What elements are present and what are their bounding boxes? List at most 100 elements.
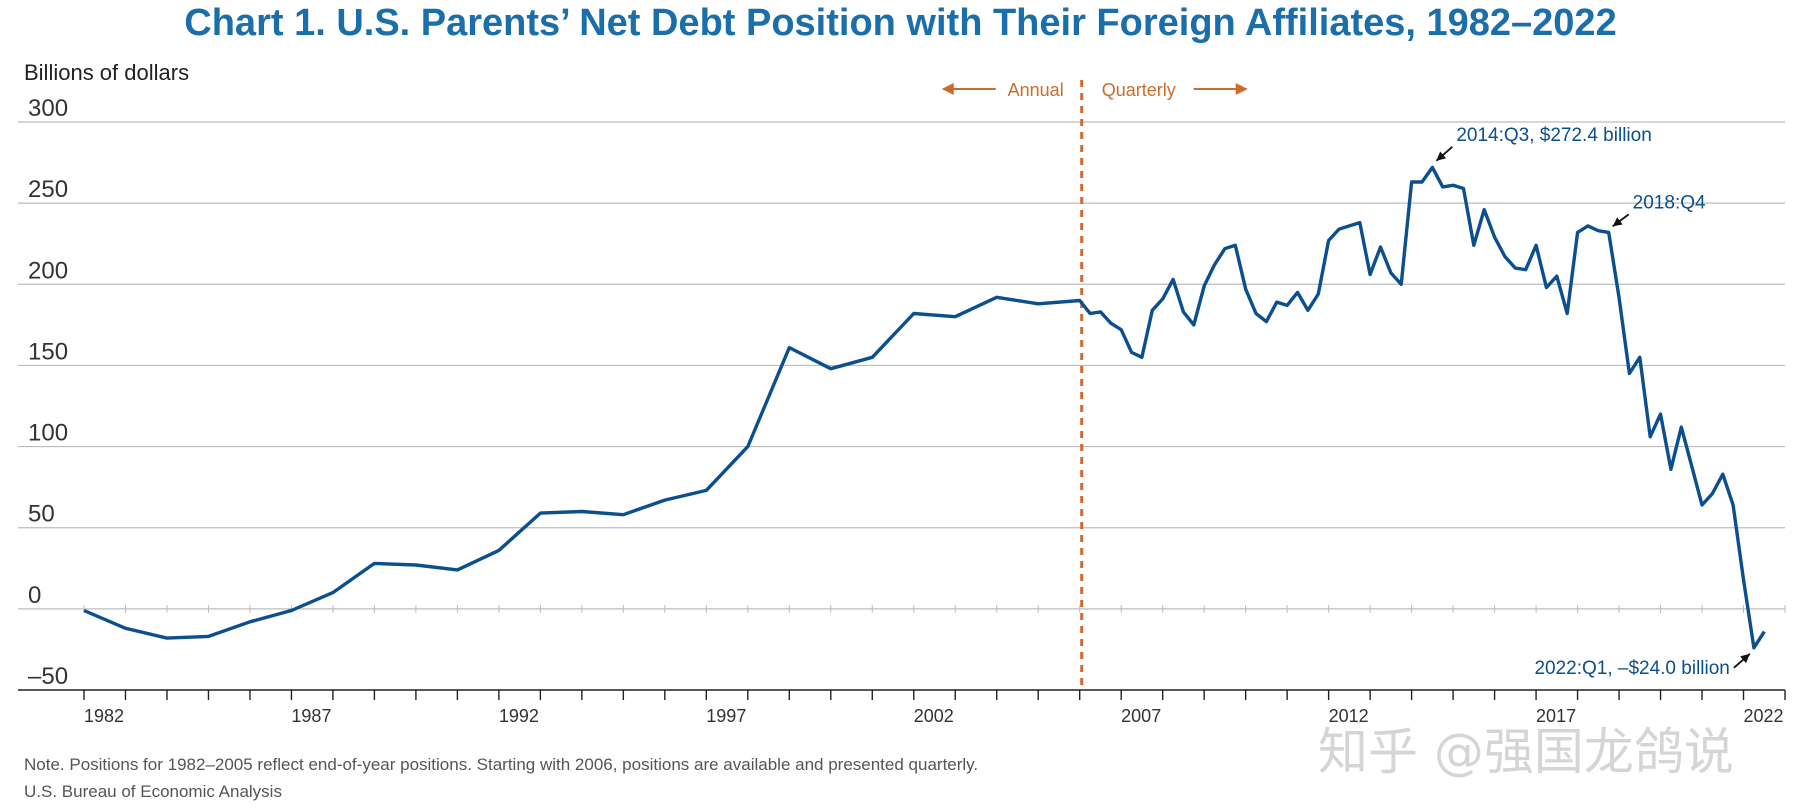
data-point — [1338, 228, 1340, 230]
data-point — [1110, 322, 1112, 324]
x-tick-labels: 1982 1987 1992 1997 2002 2007 2012 2017 2022 — [84, 706, 1784, 726]
data-point — [332, 591, 334, 593]
data-point — [249, 621, 251, 623]
data-point — [1037, 303, 1039, 305]
data-point — [1431, 166, 1433, 168]
y-tick-label: 50 — [28, 501, 55, 528]
left-arrow-head — [941, 83, 954, 95]
y-tick-label: 100 — [28, 420, 68, 447]
data-point — [1359, 221, 1361, 223]
chart-title: Chart 1. U.S. Parents’ Net Debt Position… — [184, 2, 1617, 44]
data-point — [1742, 578, 1744, 580]
right-arrow-head — [1235, 83, 1248, 95]
data-point — [1763, 630, 1765, 632]
data-point — [830, 367, 832, 369]
data-point — [1514, 267, 1516, 269]
y-tick-label: –50 — [28, 663, 68, 690]
data-point — [1421, 181, 1423, 183]
line-chart: 300 250 200 150 100 50 0 –50 1982 1987 1992 1997 20… — [18, 60, 1786, 726]
data-point — [1276, 301, 1278, 303]
x-tick-label: 2002 — [914, 706, 954, 726]
data-point — [1099, 311, 1101, 313]
data-point — [1753, 647, 1755, 649]
data-point — [1234, 244, 1236, 246]
data-series — [83, 165, 1766, 650]
data-point — [1659, 413, 1661, 415]
data-point — [1120, 329, 1122, 331]
x-tick-label: 2017 — [1536, 706, 1576, 726]
data-point — [1525, 268, 1527, 270]
data-point — [1369, 273, 1371, 275]
data-point — [1607, 231, 1609, 233]
data-point — [1296, 291, 1298, 293]
data-point — [1286, 304, 1288, 306]
data-point — [1556, 275, 1558, 277]
data-point — [1141, 356, 1143, 358]
data-point — [1348, 225, 1350, 227]
data-point — [1317, 293, 1319, 295]
data-point — [1265, 320, 1267, 322]
data-point — [1639, 356, 1641, 358]
data-point — [539, 512, 541, 514]
data-point — [498, 549, 500, 551]
x-tick-label: 1997 — [706, 706, 746, 726]
annotation-label: 2014:Q3, $272.4 billion — [1456, 125, 1651, 146]
data-point — [1390, 272, 1392, 274]
data-point — [1722, 473, 1724, 475]
data-point — [1213, 264, 1215, 266]
data-point — [1442, 186, 1444, 188]
y-tick-label: 300 — [28, 95, 68, 122]
data-point — [705, 489, 707, 491]
divider-right-label: Quarterly — [1102, 80, 1176, 100]
data-point — [1244, 288, 1246, 290]
data-point — [1504, 255, 1506, 257]
data-point — [207, 635, 209, 637]
data-point — [1151, 309, 1153, 311]
data-point — [1587, 225, 1589, 227]
data-point — [913, 312, 915, 314]
series-line — [83, 165, 1766, 650]
x-tick-label: 2007 — [1121, 706, 1161, 726]
x-tick-label: 1987 — [291, 706, 331, 726]
annotations: 2014:Q3, $272.4 billion 2018:Q4 2022:Q1, –… — [1435, 125, 1751, 679]
annotation-arrowhead — [1612, 217, 1623, 227]
data-point — [1618, 296, 1620, 298]
annotation-label: 2022:Q1, –$24.0 billion — [1534, 658, 1729, 679]
data-point — [1172, 278, 1174, 280]
data-point — [581, 510, 583, 512]
x-axis — [18, 604, 1786, 700]
data-point — [622, 514, 624, 516]
y-axis: 300 250 200 150 100 50 0 –50 — [28, 95, 68, 690]
data-point — [1680, 426, 1682, 428]
data-point — [373, 562, 375, 564]
data-point — [124, 627, 126, 629]
data-point — [1379, 246, 1381, 248]
annotation-label: 2018:Q4 — [1633, 192, 1706, 213]
data-point — [747, 445, 749, 447]
data-point — [1545, 286, 1547, 288]
x-tick-label: 1982 — [84, 706, 124, 726]
data-point — [1483, 208, 1485, 210]
data-point — [1576, 231, 1578, 233]
data-point — [1473, 244, 1475, 246]
data-point — [1493, 236, 1495, 238]
data-point — [954, 316, 956, 318]
period-divider: Annual Quarterly — [941, 80, 1248, 690]
data-point — [1452, 184, 1454, 186]
data-point — [1690, 465, 1692, 467]
watermark: 知乎 @强国龙鸽说 — [1318, 723, 1734, 781]
data-point — [1410, 181, 1412, 183]
y-axis-label: Billions of dollars — [24, 60, 189, 85]
data-point — [788, 346, 790, 348]
annotation-arrowhead — [1436, 151, 1447, 161]
data-point — [1732, 504, 1734, 506]
gridlines — [18, 121, 1785, 610]
data-point — [290, 609, 292, 611]
y-tick-label: 250 — [28, 176, 68, 203]
data-point — [1711, 492, 1713, 494]
y-tick-label: 200 — [28, 257, 68, 284]
chart-source: U.S. Bureau of Economic Analysis — [24, 782, 282, 801]
data-point — [1307, 309, 1309, 311]
y-tick-label: 0 — [28, 582, 41, 609]
data-point — [664, 499, 666, 501]
